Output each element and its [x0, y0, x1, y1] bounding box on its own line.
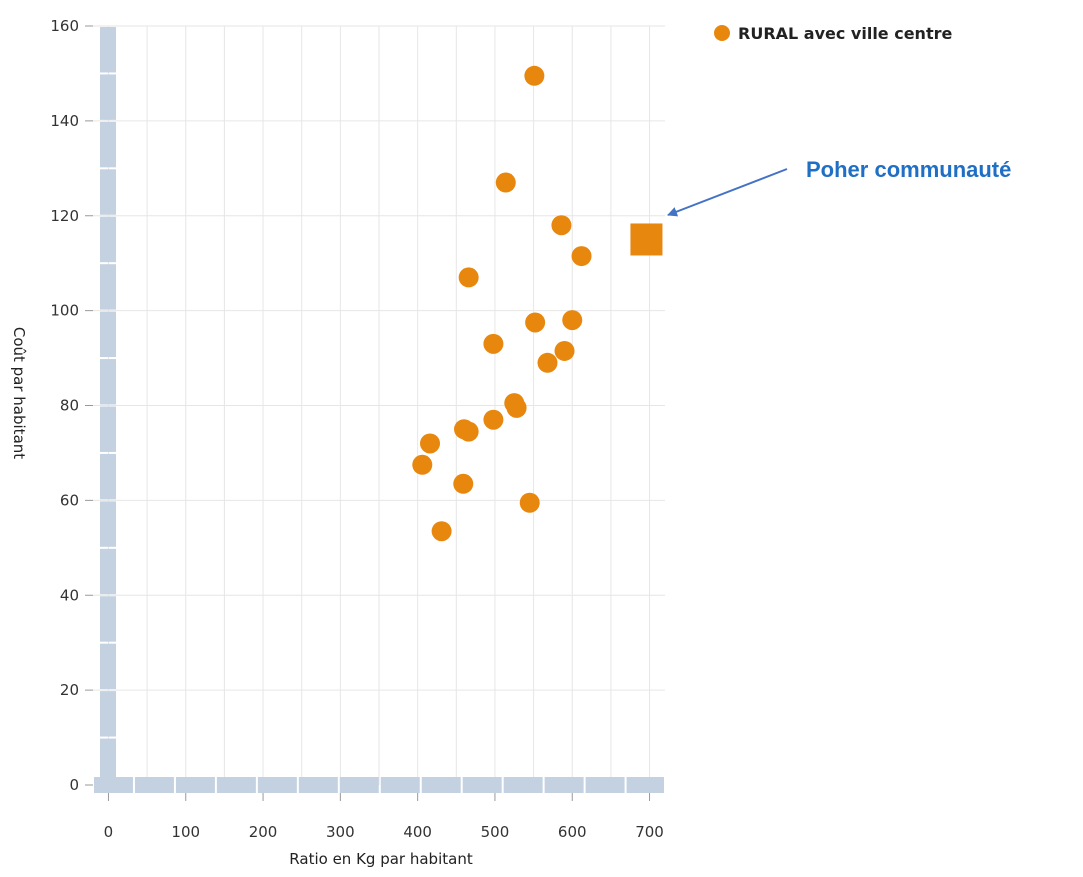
- x-tick-label: 700: [635, 823, 664, 841]
- x-axis-band-segment: [298, 777, 338, 793]
- y-tick-label: 40: [60, 586, 79, 604]
- data-point: [483, 409, 504, 430]
- y-axis-band-segment: [100, 216, 116, 263]
- x-tick-label: 500: [481, 823, 510, 841]
- y-axis-band-segment: [100, 501, 116, 547]
- data-point: [571, 246, 592, 267]
- x-tick-label: 400: [403, 823, 432, 841]
- y-axis-band-segment: [100, 311, 116, 358]
- data-point: [420, 433, 441, 454]
- y-axis-band-segment: [100, 596, 116, 642]
- x-tick-label: 200: [249, 823, 278, 841]
- y-axis-band-segment: [100, 691, 116, 737]
- data-point: [483, 333, 504, 354]
- data-point: [412, 454, 433, 475]
- legend: RURAL avec ville centre: [714, 24, 952, 43]
- data-points: [412, 65, 663, 542]
- x-tick-label: 600: [558, 823, 587, 841]
- y-tick-label: 0: [69, 776, 79, 794]
- x-axis-band-segment: [257, 777, 297, 793]
- data-point: [524, 65, 545, 86]
- y-axis-band-segment: [100, 453, 116, 500]
- y-axis-band-segment: [100, 264, 116, 310]
- y-tick-label: 120: [50, 207, 79, 225]
- data-point: [551, 215, 572, 236]
- x-axis-band-segment: [503, 777, 543, 793]
- axis-bands: [94, 27, 664, 793]
- x-tick-label: 0: [104, 823, 114, 841]
- x-axis-label: Ratio en Kg par habitant: [289, 850, 473, 868]
- data-point: [458, 267, 479, 288]
- x-axis-band-segment: [462, 777, 502, 793]
- x-axis-band-segment: [380, 777, 420, 793]
- y-axis-band-segment: [100, 548, 116, 595]
- y-tick-label: 60: [60, 491, 79, 509]
- x-tick-label: 100: [171, 823, 200, 841]
- annotation-arrow: [667, 168, 788, 217]
- x-axis-band-segment: [175, 777, 215, 793]
- legend-marker: [714, 25, 730, 41]
- annotation-label: Poher communauté: [806, 157, 1011, 182]
- x-axis-band-segment: [585, 777, 625, 793]
- y-tick-label: 80: [60, 397, 79, 415]
- data-point: [519, 492, 540, 513]
- data-point-square: [630, 223, 663, 256]
- data-point: [458, 421, 479, 442]
- gridlines: [93, 25, 665, 785]
- y-tick-label: 100: [50, 302, 79, 320]
- y-axis-band-segment: [100, 27, 116, 73]
- y-axis-band-segment: [100, 406, 116, 452]
- y-tick-label: 20: [60, 681, 79, 699]
- y-tick-label: 160: [50, 17, 79, 35]
- y-axis-band-segment: [100, 169, 116, 215]
- x-axis-band-segment: [94, 777, 133, 793]
- annotation: Poher communauté: [667, 157, 1011, 217]
- x-axis-band-segment: [216, 777, 256, 793]
- y-tick-label: 140: [50, 112, 79, 130]
- data-point: [453, 473, 474, 494]
- data-point: [495, 172, 516, 193]
- axis-ticks: 0 20 40 60 80 100 120 140 160 0 100 200 300 400 500 600…: [50, 17, 664, 841]
- data-point: [525, 312, 546, 333]
- data-point: [431, 521, 452, 542]
- x-axis-band-segment: [544, 777, 584, 793]
- legend-label: RURAL avec ville centre: [738, 24, 952, 43]
- y-axis-band-segment: [100, 74, 116, 120]
- y-axis-label: Coût par habitant: [10, 327, 28, 459]
- x-axis-band-segment: [421, 777, 461, 793]
- y-axis-band-segment: [100, 359, 116, 405]
- y-axis-band-segment: [100, 643, 116, 690]
- x-axis-band-segment: [626, 777, 664, 793]
- y-axis-band-segment: [100, 738, 116, 784]
- x-axis-band-segment: [339, 777, 379, 793]
- x-axis-band-segment: [134, 777, 174, 793]
- data-point: [506, 397, 527, 418]
- data-point: [562, 310, 583, 331]
- data-point: [554, 340, 575, 361]
- x-tick-label: 300: [326, 823, 355, 841]
- y-axis-band-segment: [100, 121, 116, 168]
- data-point: [537, 352, 558, 373]
